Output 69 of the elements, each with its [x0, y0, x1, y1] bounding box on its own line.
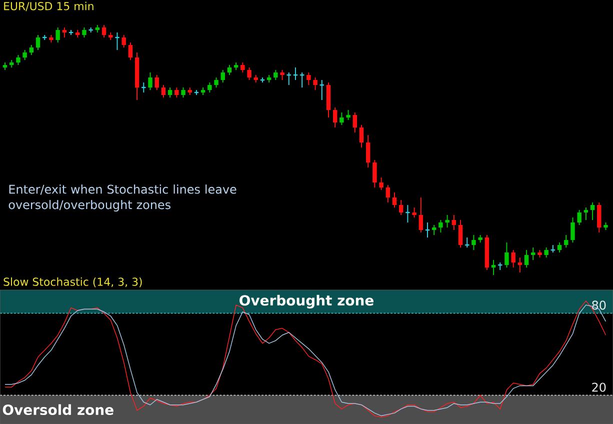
- candlestick: [340, 112, 344, 126]
- candlestick: [332, 106, 338, 128]
- candlestick: [412, 206, 416, 218]
- candlestick: [557, 242, 562, 253]
- candlestick: [114, 32, 120, 50]
- candlestick: [102, 24, 106, 38]
- candlestick: [280, 69, 284, 80]
- candlestick: [122, 34, 126, 48]
- candlestick: [452, 214, 456, 230]
- candlestick: [564, 234, 568, 248]
- candlestick: [432, 224, 436, 236]
- candlestick: [392, 192, 397, 208]
- candlestick: [128, 42, 133, 60]
- candlestick: [181, 86, 186, 98]
- candlestick: [531, 246, 536, 260]
- candlestick: [372, 159, 377, 188]
- chart-title: EUR/USD 15 min: [4, 2, 94, 12]
- annotation: Enter/exit when Stochastic lines leave oversold/overbought zones: [8, 184, 236, 212]
- y-tick-label: 80: [592, 300, 606, 310]
- candlestick: [82, 26, 86, 38]
- candlestick: [313, 76, 318, 90]
- candlestick: [220, 69, 225, 83]
- candlestick: [274, 69, 278, 80]
- candlestick: [386, 184, 390, 203]
- candlestick: [214, 76, 218, 88]
- band-label: Overbought zone: [240, 294, 374, 308]
- candlestick: [511, 249, 516, 268]
- band-label: Oversold zone: [2, 404, 114, 416]
- candlestick: [352, 112, 358, 133]
- candlestick: [544, 246, 548, 258]
- candlestick: [524, 249, 529, 268]
- candlestick: [445, 214, 450, 228]
- chart-title: Slow Stochastic (14, 3, 3): [4, 277, 142, 288]
- candlestick: [227, 64, 232, 76]
- candlestick: [36, 34, 40, 50]
- candlestick: [418, 196, 424, 233]
- candlestick: [16, 54, 20, 66]
- candlestick: [438, 219, 443, 233]
- candlestick: [570, 216, 575, 243]
- candlestick: [154, 74, 159, 90]
- candlestick: [359, 124, 364, 148]
- candlestick: [518, 256, 522, 273]
- candlestick: [597, 202, 602, 233]
- candlestick: [247, 66, 252, 80]
- candlestick: [577, 209, 582, 226]
- candlestick: [148, 72, 152, 90]
- candlestick: [398, 199, 404, 216]
- candlestick: [62, 26, 67, 38]
- candlestick: [140, 82, 146, 93]
- candlestick: [472, 234, 476, 250]
- candlestick: [590, 202, 595, 220]
- candlestick: [208, 82, 212, 93]
- y-tick-label: 20: [592, 382, 606, 392]
- candlestick: [584, 206, 588, 220]
- candlestick: [240, 62, 245, 73]
- candlestick: [404, 204, 410, 223]
- candlestick: [161, 84, 166, 98]
- candlestick: [22, 49, 27, 60]
- candlestick: [306, 72, 311, 86]
- candlestick: [491, 259, 496, 276]
- candlestick: [458, 219, 463, 248]
- candlestick: [346, 109, 350, 120]
- candlestick: [504, 242, 509, 268]
- candlestick: [56, 26, 60, 43]
- candlestick: [379, 176, 384, 190]
- candlestick: [366, 134, 370, 168]
- candlestick: [174, 86, 179, 98]
- candlestick: [168, 86, 172, 98]
- candlestick: [29, 44, 34, 56]
